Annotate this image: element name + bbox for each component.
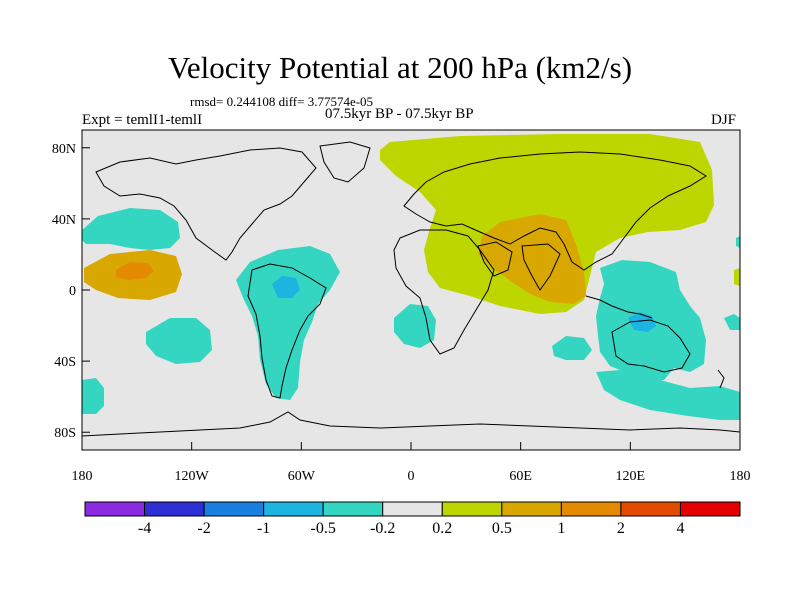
colorbar-label: 2 [617,520,625,537]
colorbar-swatch [382,501,443,517]
colorbar-label: 1 [557,520,565,537]
lat-tick-label: 80N [52,142,76,157]
contour-region-east-edge-green [734,268,740,286]
coastline-indonesia [585,295,653,319]
lon-tick-label: 60E [509,469,532,484]
coastline-eurasia [403,151,707,271]
lon-tick-label: 180 [72,469,93,484]
lat-tick-label: 40S [54,355,76,370]
contour-region-australia-south [596,370,740,420]
contour-region-central-pacific-inner [116,262,154,280]
lon-tick-label: 180 [730,469,751,484]
longitude-axis: 180 120W 60W 0 60E 120E 180 [72,442,751,484]
coastline-africa [393,229,495,355]
colorbar-swatch [322,501,384,517]
colorbar-swatch [560,501,622,517]
colorbar-label: 0.5 [492,520,512,537]
coastline-greenland [319,141,371,183]
coastline-south-america [247,263,327,399]
coastline-india [521,243,561,291]
colorbar-swatch [203,501,265,517]
colorbar-label: -1 [257,520,270,537]
contour-region-east-edge-pacific [724,314,740,330]
colorbar-swatch [84,501,146,517]
colorbar-swatch [679,501,741,517]
coastline-north-america [95,147,317,261]
coastline-new-zealand [717,369,725,389]
coastlines [82,141,740,437]
colorbar-label: 4 [676,520,684,537]
contour-region-east-edge-cyan [736,236,740,248]
coastline-arabia [477,241,513,277]
coastline-antarctica [82,411,740,437]
season-label: DJF [711,112,737,128]
colorbar-label: -0.2 [370,520,395,537]
colorbar-swatch [263,501,324,517]
colorbar-swatch [501,501,562,517]
contour-region-south-pacific-edge [82,378,104,414]
colorbar-label: -4 [138,520,151,537]
period-subtitle: 07.5kyr BP - 07.5kyr BP [325,106,474,122]
lat-tick-label: 40N [52,213,76,228]
colorbar-label: 0.2 [432,520,452,537]
lat-tick-label: 80S [54,426,76,441]
contour-field [82,134,740,437]
statistics-text: rmsd= 0.244108 diff= 3.77574e-05 [190,94,374,109]
contour-region-indian-ocean [552,336,592,360]
colorbar-swatch [144,501,205,517]
lon-tick-label: 0 [408,469,415,484]
contour-region-amazon [272,276,300,298]
colorbar-swatch [620,501,681,517]
colorbar-label: -2 [197,520,210,537]
lon-tick-label: 120E [616,469,646,484]
colorbar-labels: -4 -2 -1 -0.5 -0.2 0.2 0.5 1 2 4 [138,520,685,537]
lon-tick-label: 60W [288,469,316,484]
colorbar-swatch [441,501,503,517]
contour-region-south-pacific [146,318,212,364]
colorbar [84,501,741,517]
coastline-australia [611,319,691,373]
experiment-label: Expt = temlI1-temlI [82,112,203,128]
lat-tick-label: 0 [69,284,76,299]
contour-region-north-pacific [82,208,180,250]
contour-region-south-america [236,246,340,400]
chart-title: Velocity Potential at 200 hPa (km2/s) [167,50,633,85]
latitude-axis: 80N 40N 0 40S 80S [52,142,90,441]
colorbar-label: -0.5 [311,520,336,537]
lon-tick-label: 120W [175,469,210,484]
